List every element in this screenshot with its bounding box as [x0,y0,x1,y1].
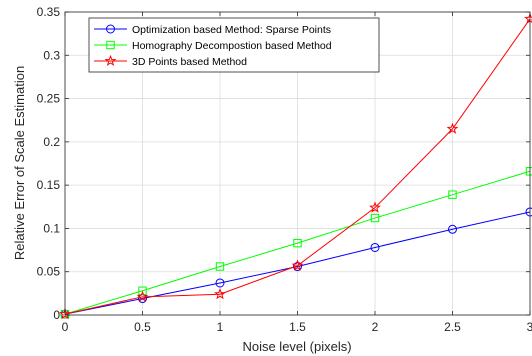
data-point [215,262,225,271]
legend-entry: Optimization based Method: Sparse Points [94,24,331,36]
y-tick-label: 0.1 [43,221,60,235]
data-point [291,259,304,271]
legend-label: Optimization based Method: Sparse Points [132,24,331,36]
data-point [293,238,302,248]
data-point [59,307,71,320]
y-tick-label: 0 [53,308,60,322]
x-axis-label: Noise level (pixels) [242,339,351,354]
data-point [293,262,302,272]
x-tick-label: 2.5 [444,320,461,334]
data-point [448,190,457,199]
data-point [370,213,380,223]
legend-label: 3D Points based Method [132,56,247,68]
legend-marker [106,24,115,34]
y-tick-label: 0.25 [37,92,61,106]
x-tick-label: 1 [217,320,224,334]
y-tick-label: 0.35 [37,5,61,19]
y-tick-label: 0.05 [37,265,61,279]
x-tick-label: 3 [527,320,532,334]
data-point [370,242,380,252]
axis-ticks: 0 0.5 1 1.5 2 2.5 3 0 0.05 0.1 0.15 0.2 0.25 0.3 0.35 [37,5,532,334]
data-point [214,287,226,300]
data-point [215,278,225,288]
legend-marker [104,54,117,67]
data-point [136,290,149,302]
y-tick-label: 0.2 [43,135,60,149]
legend-marker [106,40,115,50]
data-point [369,201,381,213]
x-tick-label: 2 [372,320,379,334]
data-point [446,122,459,134]
y-axis-label: Relative Error of Scale Estimation [12,66,27,260]
data-point [448,224,457,234]
legend-label: Homography Decompostion based Method [132,40,332,52]
legend-box [88,17,380,73]
legend: Optimization based Method: Sparse Points… [88,17,380,73]
y-tick-label: 0.3 [43,48,60,62]
y-tick-label: 0.15 [37,178,61,192]
legend-entry: 3D Points based Method [94,54,247,68]
data-point [138,286,147,295]
x-tick-label: 1.5 [289,320,306,334]
series-line [64,18,531,315]
x-tick-label: 0.5 [134,320,151,334]
legend-entry: Homography Decompostion based Method [94,40,332,52]
x-tick-label: 0 [62,320,69,334]
